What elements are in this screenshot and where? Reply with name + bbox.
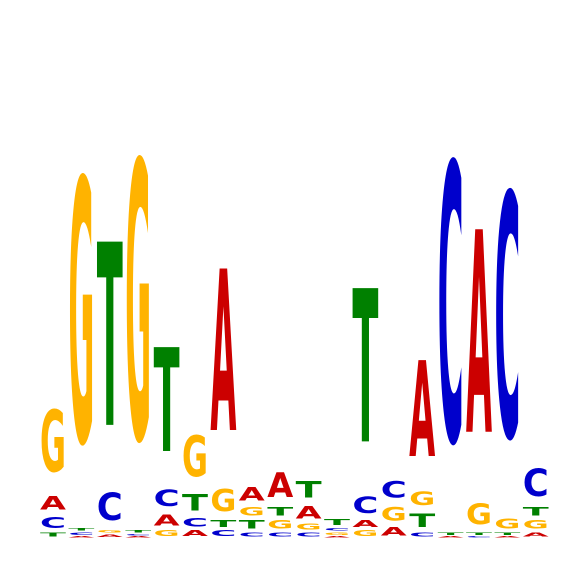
logo-letter-g: G: [296, 523, 322, 531]
logo-letter-c: C: [494, 126, 520, 516]
logo-letter-t: T: [409, 510, 436, 532]
logo-letter-t: T: [97, 193, 123, 485]
logo-letter-g: G: [523, 518, 549, 531]
logo-letter-g: G: [352, 530, 378, 538]
logo-letter-c: C: [381, 476, 407, 503]
logo-letter-c: C: [296, 531, 322, 538]
logo-letter-t: T: [267, 505, 294, 518]
logo-letter-a: A: [381, 525, 408, 538]
logo-letter-g: G: [210, 484, 236, 519]
logo-letter-g: G: [466, 499, 492, 532]
logo-letter-a: A: [523, 532, 550, 539]
logo-letter-a: A: [466, 173, 492, 497]
logo-letter-t: T: [324, 519, 350, 527]
logo-letter-a: A: [210, 226, 236, 483]
logo-letter-c: C: [466, 536, 492, 538]
logo-letter-a: A: [125, 536, 152, 538]
logo-letter-t: T: [296, 477, 323, 503]
logo-letter-c: C: [352, 492, 378, 519]
logo-letter-g: G: [68, 108, 94, 526]
logo-letter-a: A: [324, 536, 351, 538]
logo-letter-t: T: [40, 532, 67, 538]
logo-letter-t: T: [239, 518, 266, 531]
logo-letter-g: G: [409, 488, 435, 510]
logo-letter-a: A: [352, 518, 378, 529]
logo-letter-t: T: [182, 490, 209, 516]
logo-letter-a: A: [438, 536, 465, 538]
logo-letter-c: C: [210, 529, 236, 538]
logo-letter-t: T: [352, 247, 378, 492]
logo-letter-t: T: [494, 532, 521, 536]
logo-letter-g: G: [97, 529, 123, 533]
logo-column-13: AGC: [381, 476, 408, 538]
logo-letter-g: G: [381, 504, 407, 526]
logo-letter-c: C: [438, 87, 464, 531]
logo-letter-c: C: [324, 527, 350, 531]
logo-column-15: ATC: [438, 87, 465, 539]
logo-letter-g: G: [125, 84, 151, 528]
logo-letter-c: C: [154, 485, 180, 512]
logo-letter-c: C: [40, 515, 66, 532]
logo-letter-g: G: [239, 505, 265, 518]
logo-letter-a: A: [182, 529, 208, 538]
logo-letter-g: G: [40, 395, 66, 493]
logo-letter-a: A: [97, 534, 124, 538]
logo-letter-g: G: [324, 532, 350, 536]
logo-letter-c: C: [182, 517, 208, 530]
logo-letter-t: T: [68, 527, 95, 531]
logo-letter-a: A: [296, 503, 323, 523]
logo-letter-c: C: [267, 531, 293, 538]
logo-letter-a: A: [409, 334, 435, 487]
logo-letter-a: A: [494, 536, 521, 538]
logo-letter-a: A: [154, 512, 180, 529]
logo-letter-t: T: [125, 529, 152, 533]
logo-letter-g: G: [154, 530, 180, 538]
logo-letter-g: G: [182, 424, 208, 489]
logo-letter-g: G: [494, 516, 520, 532]
logo-letter-c: C: [239, 531, 265, 538]
logo-letter-c: C: [68, 531, 94, 535]
logo-letter-c: C: [125, 534, 151, 536]
logo-letter-a: A: [239, 484, 265, 505]
logo-letter-a: A: [68, 536, 95, 538]
logo-letter-t: T: [466, 532, 493, 536]
logo-letter-c: C: [523, 461, 549, 505]
logo-letter-t: T: [523, 505, 550, 518]
logo-letter-c: C: [97, 485, 123, 529]
logo-letter-g: G: [267, 518, 293, 531]
logo-letter-t: T: [154, 319, 180, 486]
logo-letter-a: A: [267, 466, 293, 505]
logo-letter-t: T: [210, 518, 236, 529]
logo-letter-c: C: [409, 531, 435, 538]
logo-letter-t: T: [438, 532, 465, 536]
logo-letter-a: A: [40, 493, 66, 514]
